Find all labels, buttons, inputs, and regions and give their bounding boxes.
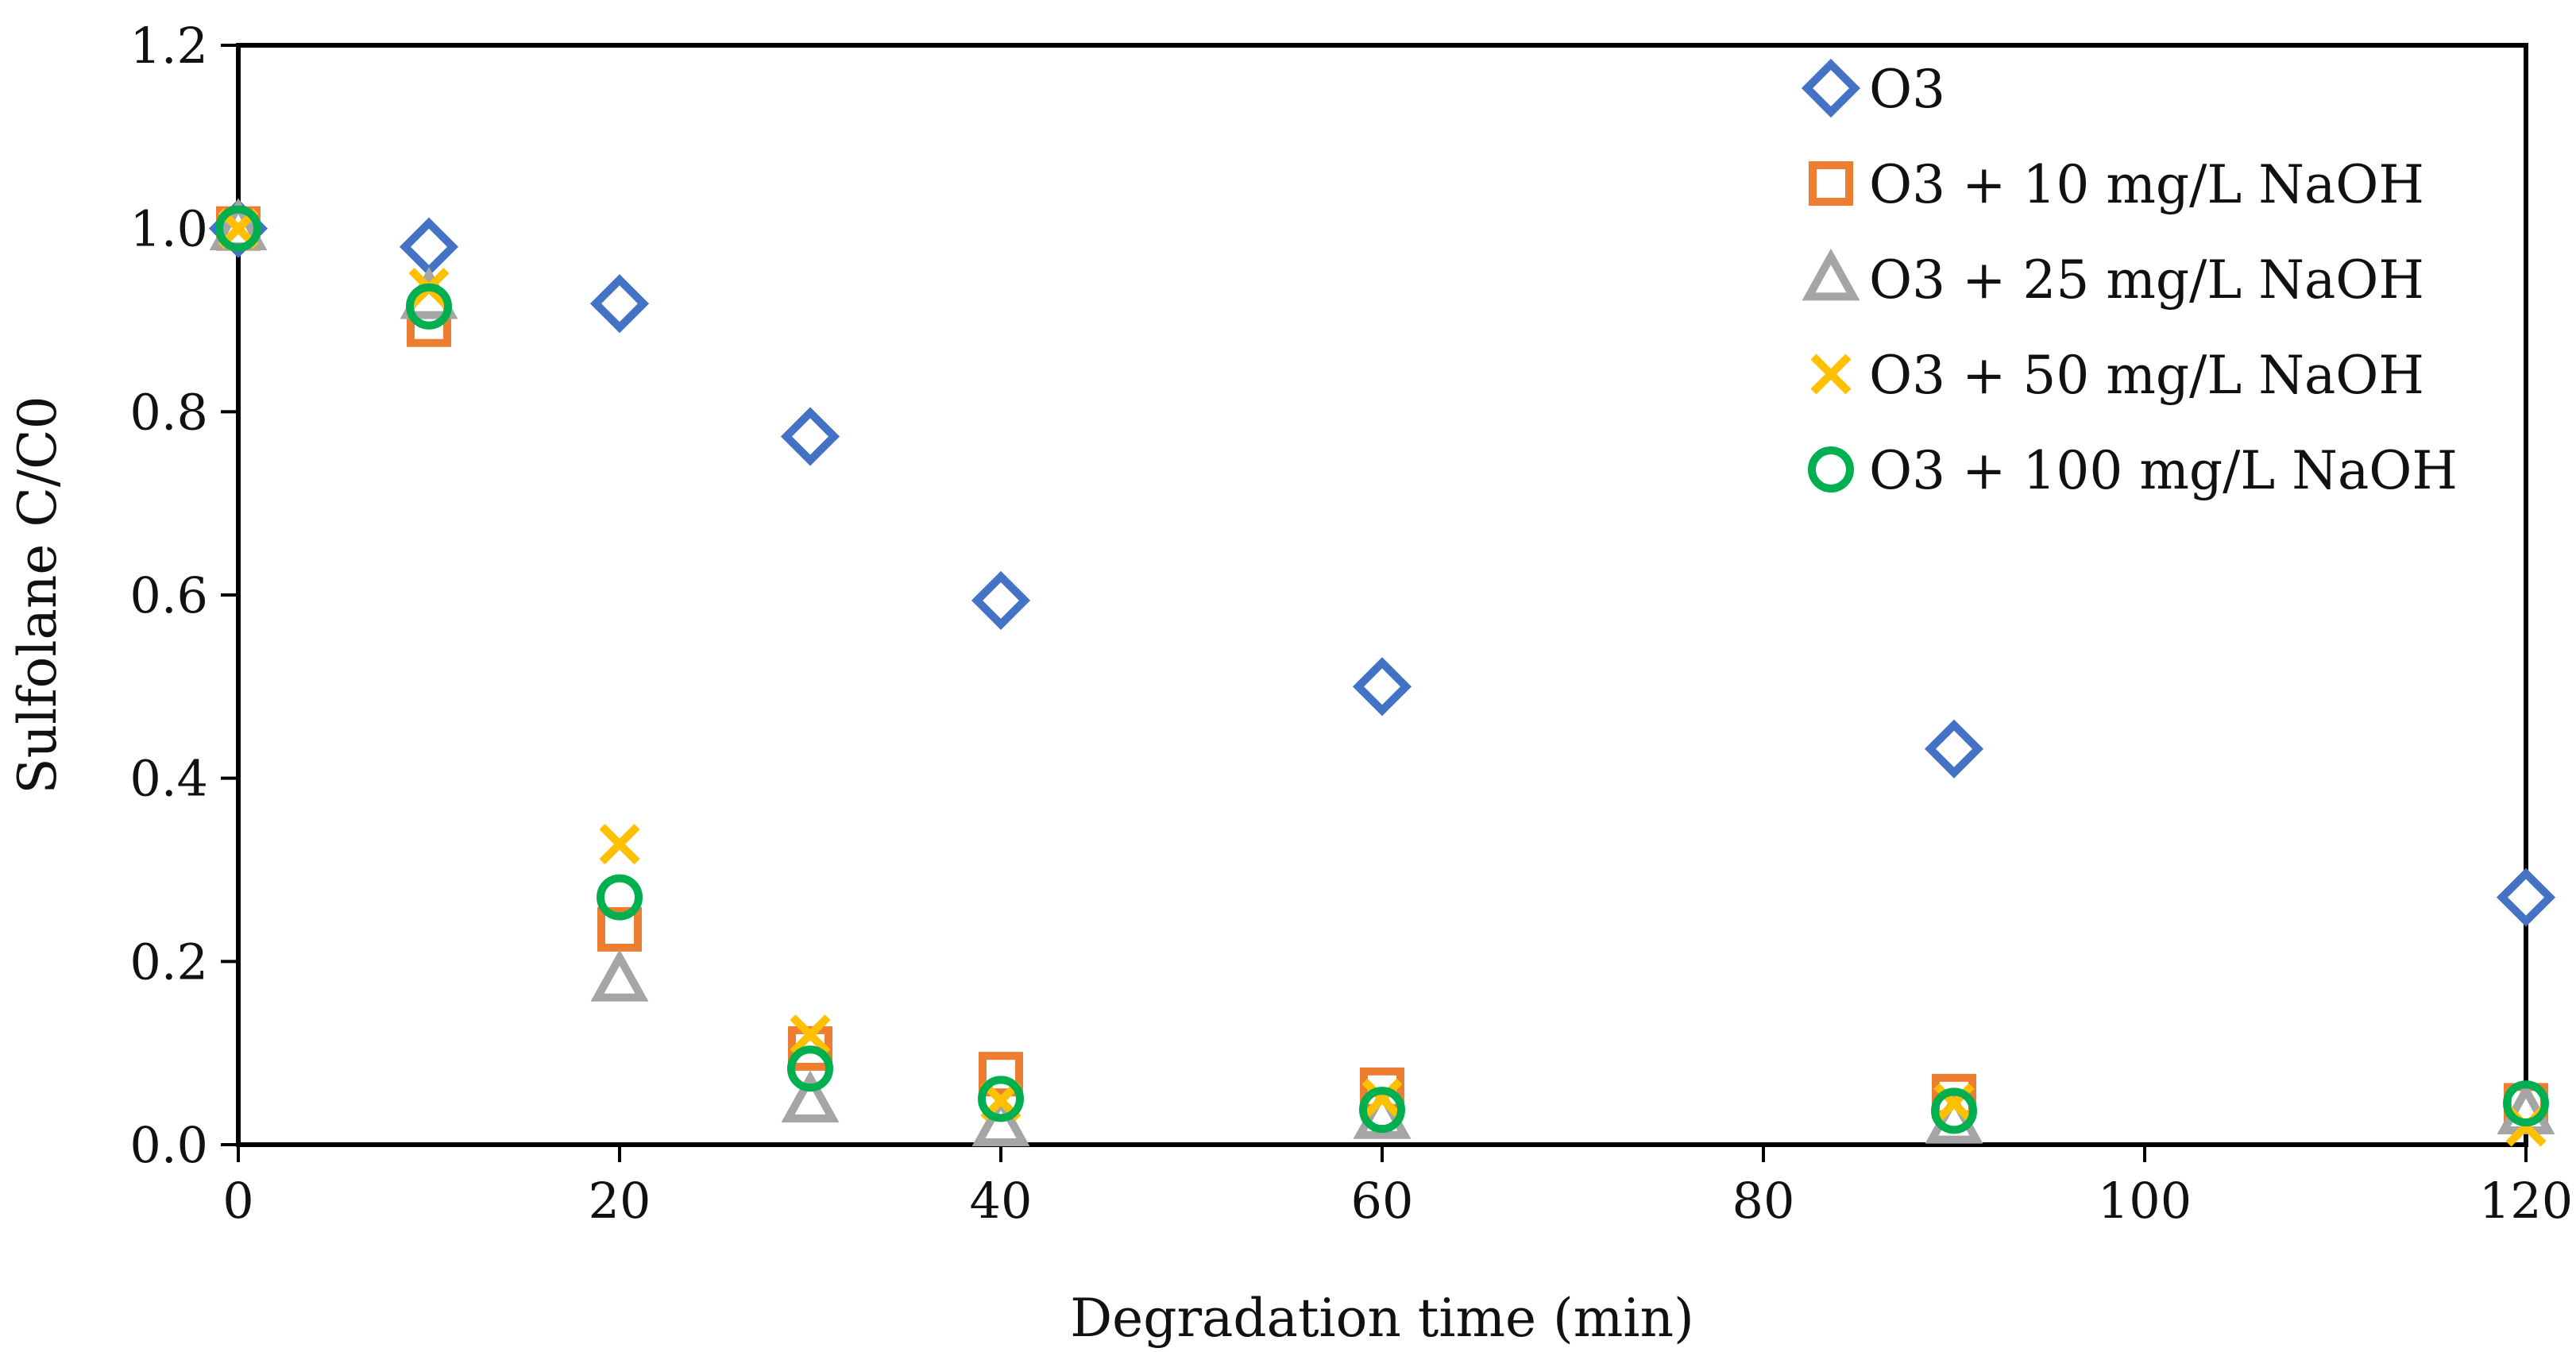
legend: O3 O3 + 10 mg/L NaOH O3 + 25 mg/L NaOH O3 +… — [1801, 58, 2458, 501]
y-axis-title: Sulfolane C/C0 — [7, 396, 68, 794]
data-point — [1359, 1087, 1405, 1134]
y-tick-label: 1.2 — [129, 17, 208, 75]
data-point — [590, 949, 649, 1002]
legend-label: O3 + 10 mg/L NaOH — [1869, 154, 2424, 215]
data-point — [399, 217, 459, 276]
data-point — [971, 1094, 1030, 1147]
data-point — [1361, 1078, 1403, 1119]
data-point — [597, 874, 643, 921]
series-4 — [215, 205, 2549, 1134]
legend-label: O3 + 100 mg/L NaOH — [1869, 440, 2458, 501]
x-tick-label: 20 — [589, 1172, 651, 1230]
data-point — [971, 570, 1031, 630]
y-tick-label: 1.0 — [129, 200, 208, 258]
data-point — [599, 824, 640, 865]
legend-marker — [1802, 248, 1860, 301]
y-tick-label: 0.6 — [129, 566, 208, 624]
x-tick-label: 80 — [1732, 1172, 1795, 1230]
x-tick-label: 100 — [2098, 1172, 2192, 1230]
legend-marker — [1801, 58, 1861, 118]
y-tick-label: 0.0 — [129, 1116, 208, 1174]
y-tick-label: 0.2 — [129, 933, 208, 991]
data-point — [2503, 1080, 2549, 1127]
series-0 — [208, 199, 2556, 927]
data-marks — [208, 198, 2556, 1147]
legend-label: O3 + 50 mg/L NaOH — [1869, 345, 2424, 406]
data-point — [1924, 719, 1984, 778]
legend-marker — [1809, 161, 1853, 206]
x-axis-title: Degradation time (min) — [1070, 1288, 1694, 1349]
y-axis: 0.0 0.2 0.4 0.6 0.8 1.0 1.2 — [129, 17, 238, 1174]
data-point — [787, 1045, 833, 1092]
legend-marker — [1808, 446, 1854, 493]
x-tick-label: 40 — [970, 1172, 1033, 1230]
data-point — [790, 1014, 831, 1056]
x-tick-label: 120 — [2479, 1172, 2573, 1230]
data-point — [780, 407, 840, 466]
data-point — [781, 1070, 840, 1123]
legend-label: O3 — [1869, 59, 1945, 120]
data-point — [1931, 1087, 1977, 1134]
y-tick-label: 0.4 — [129, 750, 208, 808]
data-point — [1352, 657, 1412, 717]
x-axis: 0 20 40 60 80 100 120 — [222, 1145, 2573, 1230]
x-tick-label: 0 — [222, 1172, 253, 1230]
y-tick-label: 0.8 — [129, 383, 208, 441]
data-point — [2496, 867, 2556, 927]
data-point — [978, 1076, 1024, 1122]
data-point — [215, 205, 261, 252]
data-point — [406, 283, 452, 330]
legend-marker — [1810, 353, 1852, 395]
legend-label: O3 + 25 mg/L NaOH — [1869, 249, 2424, 311]
data-point — [589, 274, 650, 334]
x-tick-label: 60 — [1351, 1172, 1414, 1230]
